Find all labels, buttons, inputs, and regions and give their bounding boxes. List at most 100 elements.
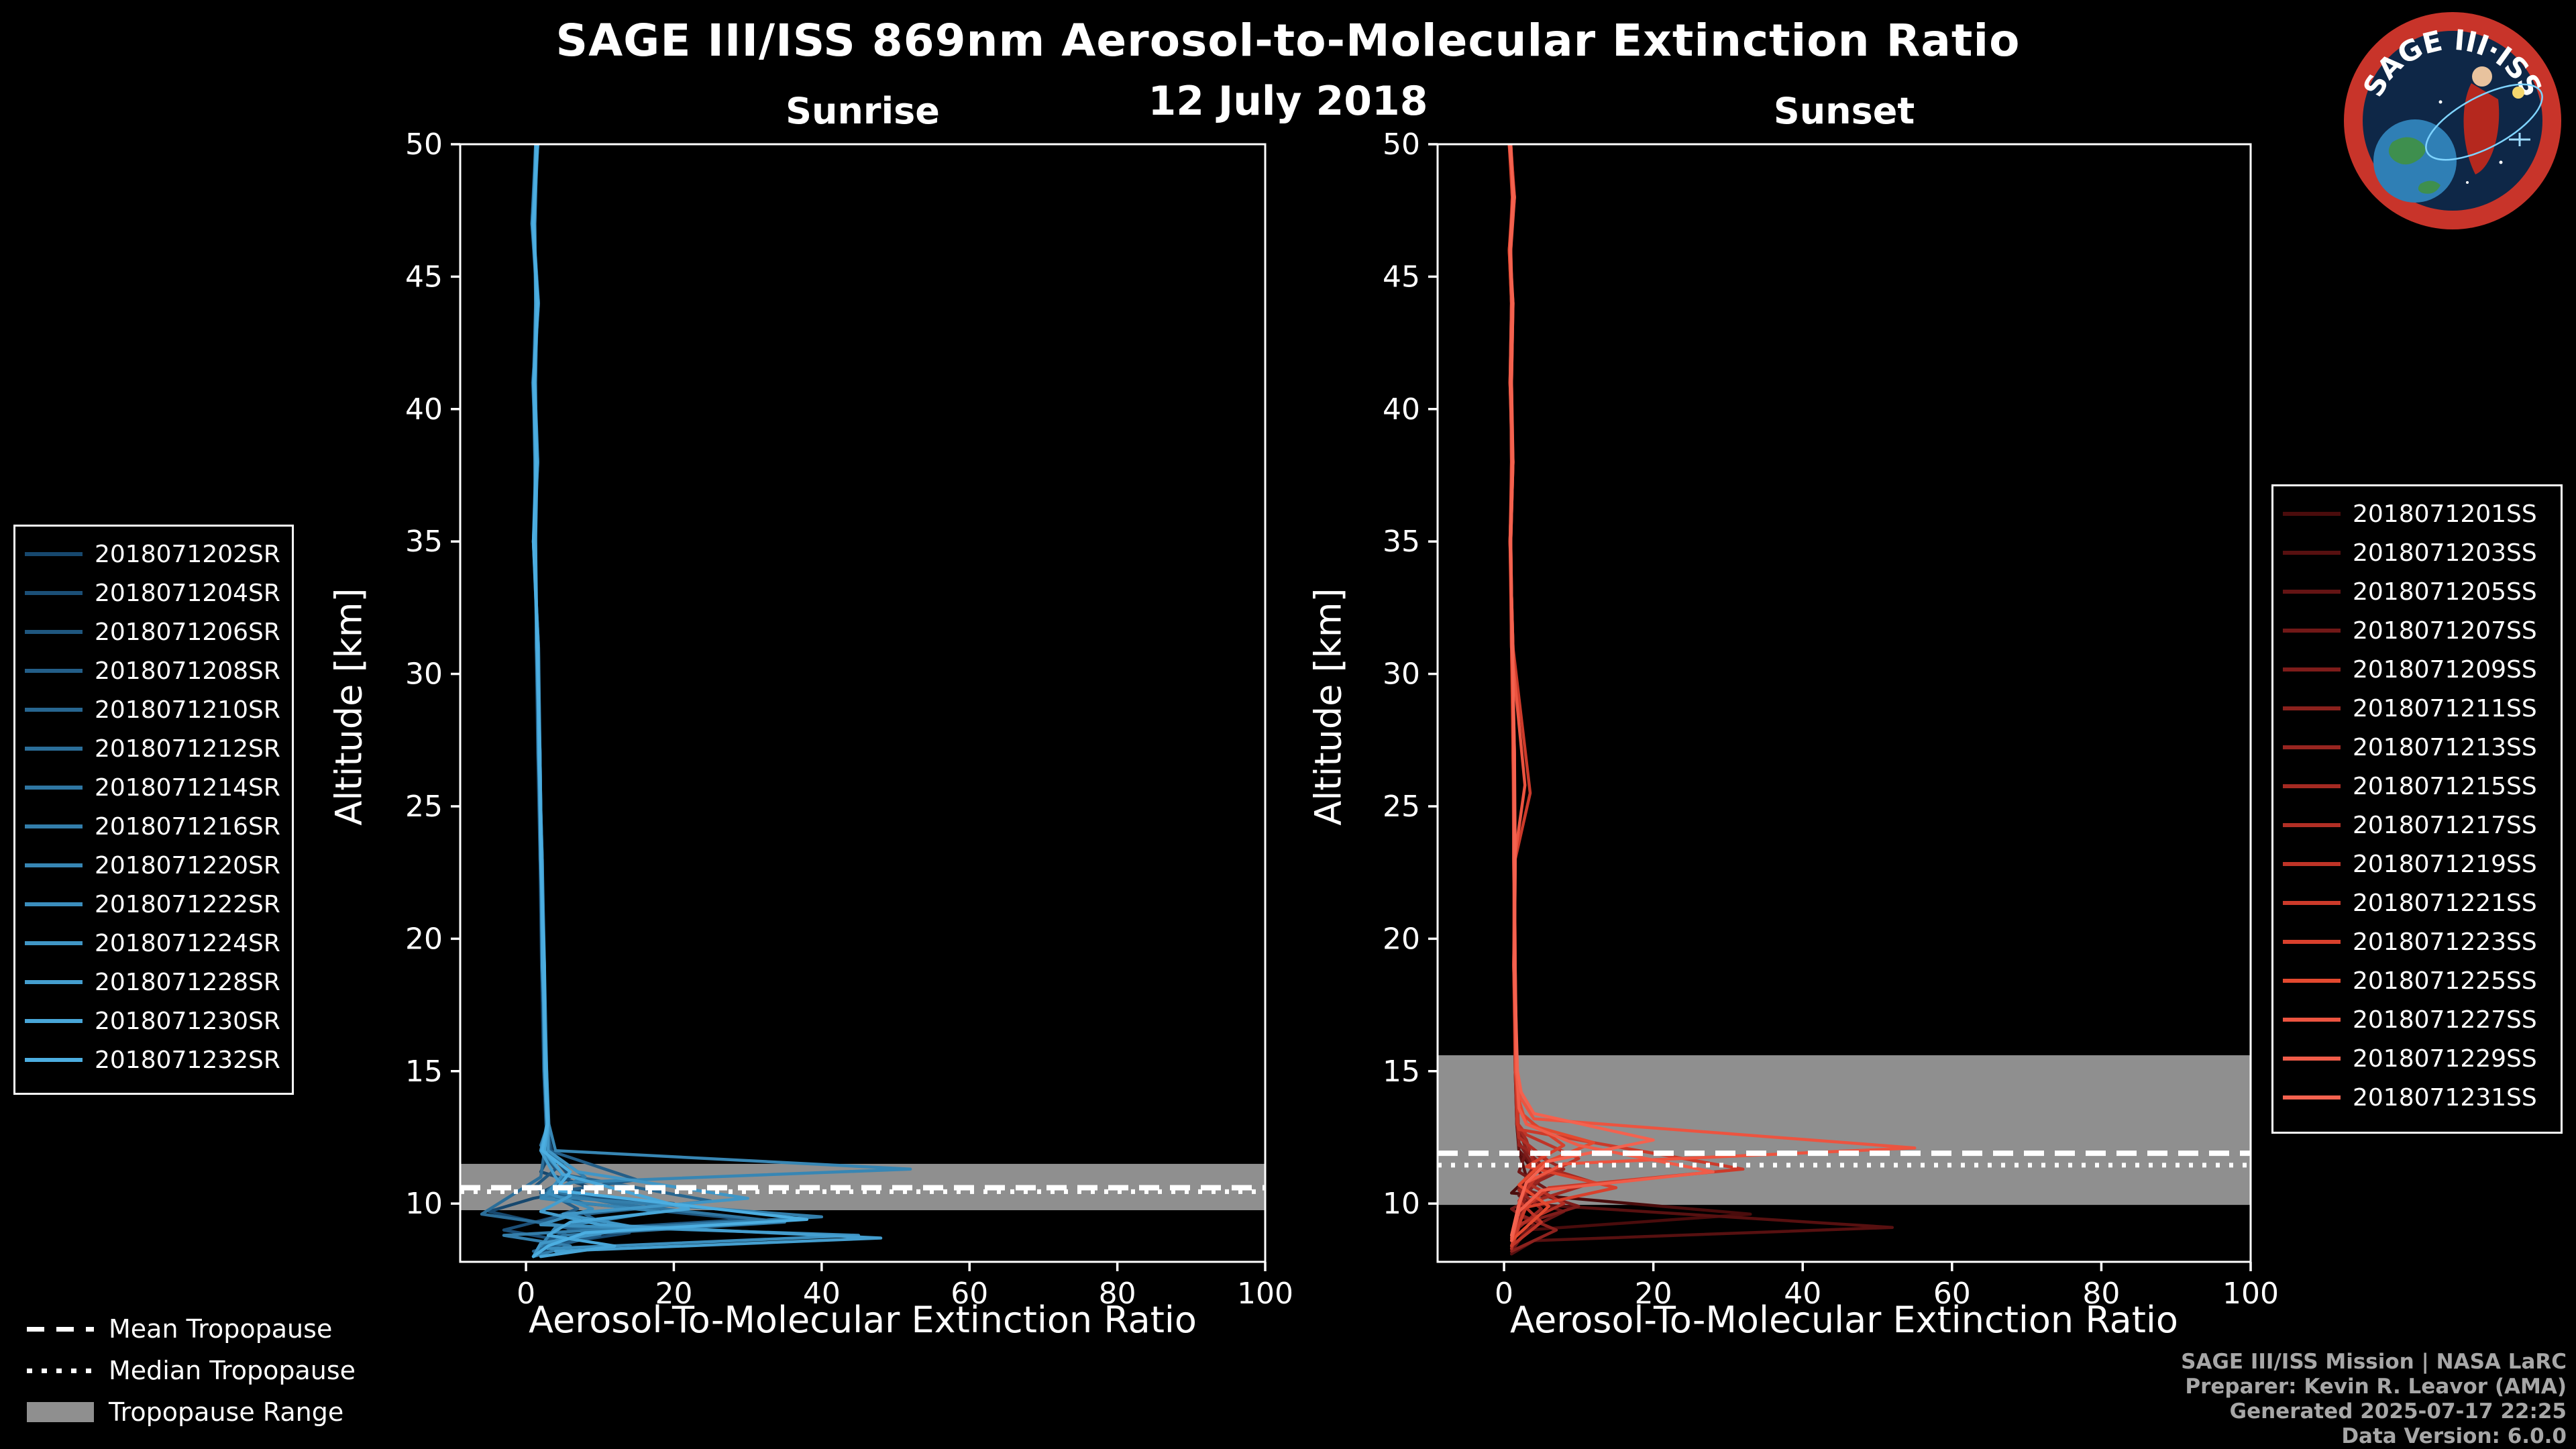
legend-line-sample-icon [2283, 1095, 2341, 1099]
x-tick-label: 80 [2082, 1277, 2120, 1311]
legend-item-label: 2018071206SR [95, 618, 280, 646]
legend-item-label: 2018071217SS [2353, 811, 2537, 839]
axes-frame [1436, 143, 2252, 1263]
legend-sunset: 2018071201SS 2018071203SS 2018071205SS 2018… [2271, 484, 2563, 1134]
legend-line-sample-icon [2283, 706, 2341, 710]
sage-iii-iss-logo: SAGE III·ISS [2344, 12, 2561, 229]
profile-line-2018071206SR [530, 144, 749, 1258]
y-tick-label: 20 [405, 922, 443, 956]
legend-item: 2018071230SR [25, 1002, 282, 1040]
legend-line-sample-icon [25, 630, 83, 634]
legend-line-sample-icon [2283, 629, 2341, 633]
y-tick-label: 40 [405, 392, 443, 427]
x-tick-label: 60 [951, 1277, 988, 1311]
legend-line-sample-icon [25, 669, 83, 673]
footer-version-line: Data Version: 6.0.0 [2341, 1424, 2567, 1448]
logo-orbit-icon [2425, 83, 2543, 161]
legend-item-label: 2018071229SS [2353, 1044, 2537, 1073]
legend-item: 2018071208SR [25, 651, 282, 690]
legend-item: 2018071225SS [2283, 961, 2551, 1000]
legend-line-sample-icon [25, 980, 83, 984]
x-tick-label: 80 [1099, 1277, 1136, 1311]
legend-item: 2018071224SR [25, 924, 282, 963]
legend-line-sample-icon [2283, 979, 2341, 983]
panel-title-sunrise: Sunrise [786, 90, 940, 132]
y-tick-label: 35 [1383, 525, 1420, 559]
legend-item: 2018071201SS [2283, 494, 2551, 533]
y-tick-label: 50 [405, 127, 443, 162]
y-tick-label: 15 [1383, 1055, 1420, 1089]
y-tick-label: 10 [1383, 1187, 1420, 1221]
legend-line-sample-icon [25, 708, 83, 712]
legend-item: 2018071209SS [2283, 650, 2551, 689]
legend-line-sample-icon [25, 863, 83, 867]
legend-item-label: 2018071228SR [95, 968, 280, 996]
footer-mission-line: SAGE III/ISS Mission | NASA LaRC [2181, 1350, 2567, 1374]
legend-line-sample-icon [2283, 1018, 2341, 1022]
legend-line-sample-icon [25, 824, 83, 828]
legend-item: 2018071213SS [2283, 728, 2551, 767]
legend-item: 2018071221SS [2283, 883, 2551, 922]
legend-item: 2018071231SS [2283, 1078, 2551, 1117]
legend-item: 2018071214SR [25, 768, 282, 807]
y-tick-label: 35 [405, 525, 443, 559]
tropopause-legend-range-row: Tropopause Range [27, 1391, 356, 1433]
legend-item-label: 2018071204SR [95, 579, 280, 607]
footer-credits: SAGE III/ISS Mission | NASA LaRC Prepare… [2181, 1350, 2567, 1449]
legend-item-label: 2018071221SS [2353, 889, 2537, 917]
legend-line-sample-icon [2283, 940, 2341, 944]
x-tick-label: 0 [1495, 1277, 1513, 1311]
legend-item: 2018071220SR [25, 846, 282, 885]
profile-line-2018071214SR [532, 144, 786, 1253]
legend-item-label: 2018071231SS [2353, 1083, 2537, 1112]
legend-item: 2018071206SR [25, 612, 282, 651]
legend-item: 2018071222SR [25, 885, 282, 924]
legend-item-label: 2018071205SS [2353, 578, 2537, 606]
profile-line-2018071230SR [532, 144, 690, 1258]
legend-item-label: 2018071201SS [2353, 500, 2537, 528]
logo-iss-icon [2509, 133, 2530, 146]
y-tick-label: 45 [1383, 260, 1420, 294]
legend-item: 2018071203SS [2283, 533, 2551, 572]
plot-area-sunset [1438, 144, 2251, 1256]
y-tick-label: 30 [405, 657, 443, 692]
legend-line-sample-icon [25, 552, 83, 556]
legend-line-sample-icon [2283, 862, 2341, 866]
profile-line-2018071210SR [531, 144, 712, 1258]
legend-item-label: 2018071220SR [95, 851, 280, 879]
profile-line-2018071204SR [502, 144, 676, 1258]
axes-frame [459, 143, 1267, 1263]
legend-line-sample-icon [2283, 745, 2341, 749]
profile-line-2018071228SR [531, 144, 883, 1253]
legend-item: 2018071216SR [25, 807, 282, 846]
profile-line-2018071232SR [531, 144, 809, 1258]
tropopause-legend: Mean Tropopause Median Tropopause Tropop… [27, 1308, 356, 1433]
y-tick-label: 50 [1383, 127, 1420, 162]
y-tick-label: 20 [1383, 922, 1420, 956]
legend-item-label: 2018071225SS [2353, 967, 2537, 995]
legend-item-label: 2018071202SR [95, 540, 280, 568]
legend-item-label: 2018071219SS [2353, 850, 2537, 878]
y-tick-label: 25 [1383, 790, 1420, 824]
legend-item-label: 2018071215SS [2353, 772, 2537, 800]
legend-item-label: 2018071216SR [95, 812, 280, 841]
tropopause-range-swatch-icon [27, 1402, 94, 1422]
legend-item-label: 2018071230SR [95, 1007, 280, 1035]
legend-item: 2018071228SR [25, 963, 282, 1002]
profile-line-2018071216SR [502, 144, 824, 1258]
legend-item-label: 2018071211SS [2353, 694, 2537, 722]
tropopause-range-label: Tropopause Range [109, 1397, 344, 1427]
profile-line-2018071224SR [531, 144, 749, 1258]
legend-line-sample-icon [25, 1019, 83, 1023]
plot-area-sunrise [460, 144, 1265, 1258]
legend-item-label: 2018071224SR [95, 929, 280, 957]
figure-date: 12 July 2018 [1148, 78, 1428, 125]
legend-item-label: 2018071208SR [95, 657, 280, 685]
x-tick-label: 20 [1635, 1277, 1672, 1311]
x-tick-label: 0 [517, 1277, 535, 1311]
legend-line-sample-icon [2283, 512, 2341, 516]
x-tick-label: 40 [1784, 1277, 1821, 1311]
legend-item: 2018071227SS [2283, 1000, 2551, 1039]
median-tropopause-dot-icon [27, 1368, 94, 1373]
legend-item: 2018071232SR [25, 1040, 282, 1079]
